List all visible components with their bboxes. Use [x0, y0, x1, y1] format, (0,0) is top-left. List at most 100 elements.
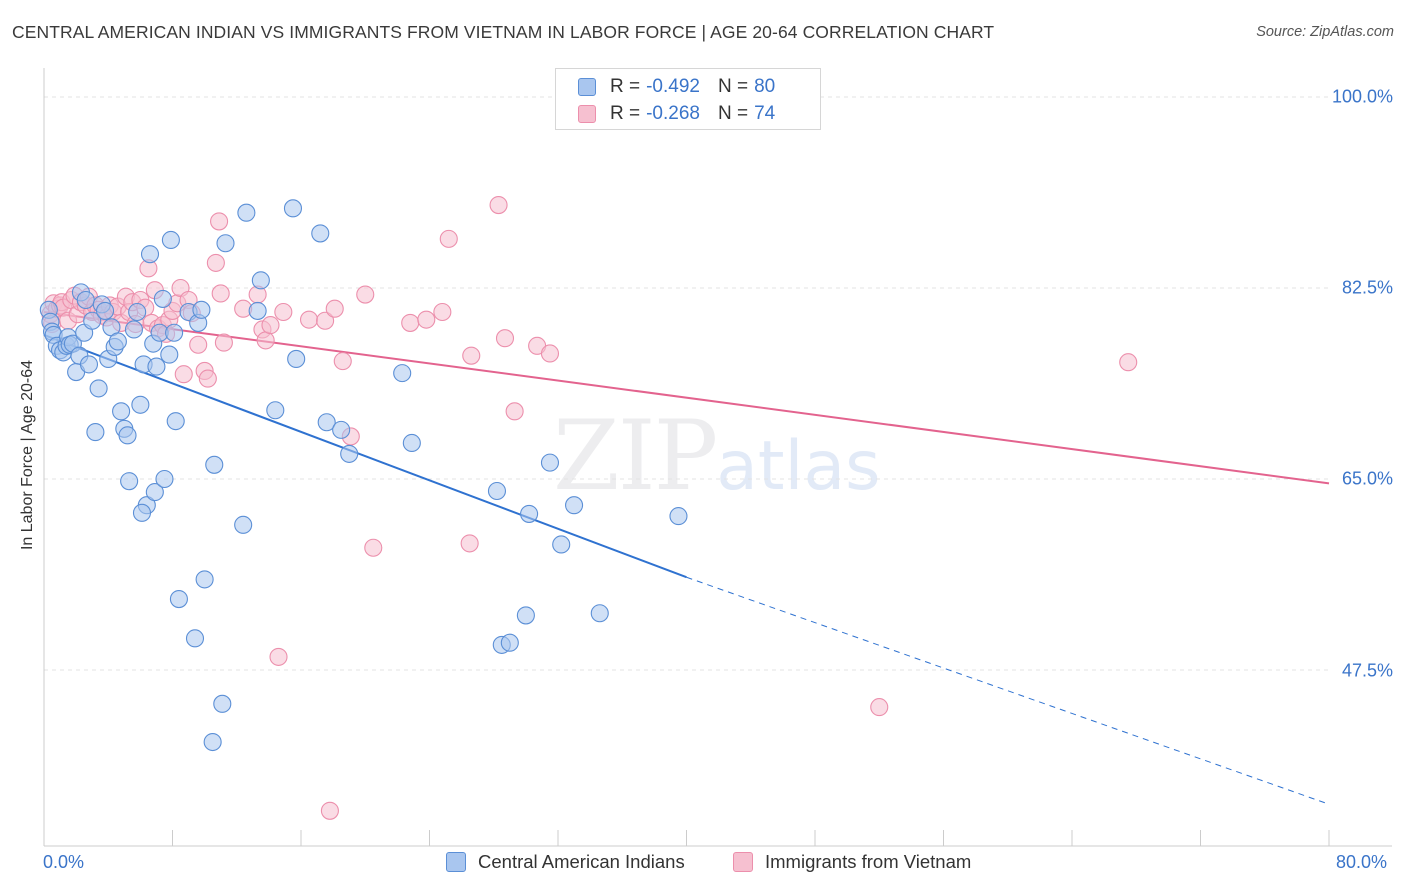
data-point-vietnam	[489, 196, 508, 215]
data-point-central-american	[195, 570, 214, 589]
series-vietnam-points	[41, 196, 1138, 820]
trend-line-central-american	[43, 333, 687, 579]
data-point-vietnam	[269, 647, 288, 666]
y-tick-label-82-5: 82.5%	[1341, 277, 1393, 298]
legend-r-value: -0.492	[646, 76, 700, 97]
data-point-central-american	[248, 301, 267, 320]
data-point-central-american	[160, 345, 179, 364]
y-tick-label-65: 65.0%	[1341, 468, 1393, 489]
watermark: ZIPatlas	[553, 400, 881, 512]
data-point-central-american	[332, 420, 351, 439]
data-point-central-american	[112, 402, 131, 421]
watermark-atlas: atlas	[716, 427, 881, 506]
data-point-central-american	[234, 515, 253, 534]
data-point-central-american	[128, 302, 147, 322]
data-point-vietnam	[462, 346, 481, 365]
data-point-central-american	[520, 504, 539, 523]
chart-title: CENTRAL AMERICAN INDIAN VS IMMIGRANTS FR…	[12, 22, 995, 42]
data-point-vietnam	[460, 534, 479, 553]
data-point-vietnam	[401, 313, 420, 332]
x-tick-label-max: 80.0%	[1336, 852, 1388, 872]
data-point-central-american	[76, 290, 95, 310]
data-point-central-american	[79, 355, 99, 374]
data-point-vietnam	[540, 344, 560, 363]
data-point-vietnam	[261, 316, 280, 335]
data-point-vietnam	[198, 369, 217, 388]
data-point-central-american	[192, 300, 211, 319]
data-point-vietnam	[214, 333, 233, 352]
data-point-vietnam	[274, 302, 293, 322]
data-point-central-american	[155, 469, 174, 489]
bottom-legend-label-series1: Central American Indians	[478, 851, 685, 872]
data-point-central-american	[166, 412, 185, 431]
data-point-central-american	[500, 633, 519, 652]
data-point-central-american	[340, 444, 359, 463]
bottom-legend-swatch-blue	[446, 852, 466, 872]
data-point-central-american	[132, 503, 152, 522]
data-point-central-american	[266, 401, 285, 420]
legend-swatch-blue	[578, 78, 596, 96]
data-point-vietnam	[505, 402, 524, 421]
data-point-vietnam	[299, 310, 319, 329]
data-point-central-american	[393, 364, 412, 383]
data-point-vietnam	[364, 538, 383, 557]
data-point-central-american	[169, 590, 188, 609]
legend-n-value: 80	[754, 76, 776, 97]
bottom-legend-label-series2: Immigrants from Vietnam	[765, 851, 972, 872]
data-point-vietnam	[211, 284, 230, 303]
data-point-central-american	[669, 507, 688, 526]
data-point-central-american	[89, 379, 108, 398]
data-point-vietnam	[316, 311, 335, 330]
data-point-central-american	[83, 311, 102, 330]
data-point-central-american	[86, 423, 105, 442]
trend-line-vietnam	[43, 311, 1330, 485]
data-point-central-american	[147, 357, 166, 376]
data-point-central-american	[95, 301, 115, 320]
data-point-central-american	[516, 606, 535, 625]
data-point-vietnam	[256, 331, 275, 350]
legend-row-blue: R = -0.492 N = 80	[578, 74, 775, 100]
legend-n-label: N =	[717, 103, 749, 124]
data-point-central-american	[213, 694, 232, 713]
bottom-legend-swatch-pink	[733, 852, 753, 872]
data-point-vietnam	[210, 212, 229, 231]
data-point-central-american	[402, 433, 421, 453]
legend-n-label: N =	[717, 76, 749, 97]
source-credit: Source: ZipAtlas.com	[1256, 24, 1394, 40]
data-point-central-american	[317, 413, 336, 432]
data-point-central-american	[185, 629, 205, 648]
series-central-american-points	[39, 199, 688, 752]
data-point-central-american	[283, 199, 303, 218]
data-point-vietnam	[174, 365, 193, 384]
bottom-legend-series2: Immigrants from Vietnam	[733, 851, 971, 873]
bottom-legend-series1: Central American Indians	[446, 851, 685, 873]
data-point-vietnam	[333, 352, 352, 371]
data-point-central-american	[205, 455, 224, 474]
data-point-central-american	[487, 481, 507, 501]
legend-r-label: R =	[610, 76, 641, 97]
data-point-central-american	[120, 472, 139, 491]
data-point-vietnam	[325, 299, 344, 318]
data-point-vietnam	[433, 302, 452, 322]
data-point-central-american	[145, 483, 164, 502]
data-point-central-american	[108, 332, 127, 351]
data-point-central-american	[552, 535, 571, 554]
data-point-central-american	[251, 271, 270, 290]
legend-r-value: -0.268	[646, 103, 700, 124]
data-point-central-american	[161, 230, 180, 250]
data-point-vietnam	[439, 229, 458, 248]
data-point-vietnam	[356, 285, 375, 304]
data-point-central-american	[590, 604, 609, 623]
legend-row-pink: R = -0.268 N = 74	[578, 101, 775, 127]
data-point-central-american	[237, 203, 256, 222]
data-point-central-american	[165, 323, 184, 342]
data-point-vietnam	[417, 310, 436, 329]
data-point-central-american	[153, 289, 172, 308]
data-point-central-american	[540, 453, 560, 472]
data-point-vietnam	[206, 253, 225, 272]
data-point-central-american	[118, 426, 137, 445]
data-point-central-american	[140, 245, 160, 264]
y-tick-label-47-5: 47.5%	[1341, 660, 1393, 681]
legend-n-value: 74	[754, 103, 776, 124]
